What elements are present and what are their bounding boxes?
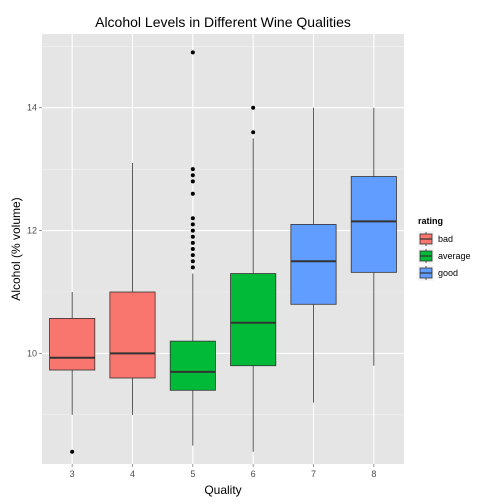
outlier-point	[190, 173, 195, 178]
x-axis-title: Quality	[204, 483, 241, 497]
legend-title: rating	[418, 216, 443, 226]
outlier-point	[190, 191, 195, 196]
outlier-point	[190, 179, 195, 184]
y-tick-label: 12	[27, 226, 37, 236]
y-axis-title: Alcohol (% volume)	[9, 197, 23, 300]
x-tick-label: 7	[311, 469, 316, 479]
outlier-point	[190, 222, 195, 227]
outlier-point	[251, 130, 256, 135]
y-tick-label: 10	[27, 348, 37, 358]
box-quality-4	[109, 163, 156, 415]
box-quality-8	[350, 107, 397, 366]
x-tick-label: 8	[371, 469, 376, 479]
legend-item-average: average	[417, 247, 471, 265]
x-tick-label: 4	[130, 469, 135, 479]
outlier-point	[70, 449, 75, 454]
outlier-point	[190, 253, 195, 258]
outlier-point	[190, 216, 195, 221]
y-axis-ticks: 10 12 14	[27, 103, 42, 358]
outlier-point	[190, 167, 195, 172]
box-quality-3	[49, 292, 96, 454]
box-body	[169, 340, 216, 391]
outlier-point	[190, 234, 195, 239]
x-axis-ticks: 3 4 5 6 7 8	[70, 464, 376, 479]
box-body	[109, 291, 156, 379]
box-body	[350, 176, 397, 273]
box-quality-7	[290, 107, 337, 403]
x-tick-label: 3	[70, 469, 75, 479]
outlier-point	[190, 259, 195, 264]
legend-label: average	[438, 251, 471, 261]
outlier-point	[190, 50, 195, 55]
box-quality-5	[169, 50, 216, 446]
outlier-point	[190, 240, 195, 245]
legend-item-good: good	[417, 264, 458, 282]
chart-title: Alcohol Levels in Different Wine Qualiti…	[95, 14, 351, 30]
outlier-point	[251, 105, 256, 110]
outlier-point	[190, 247, 195, 251]
box-body	[49, 318, 96, 371]
legend: rating bad average good	[417, 216, 471, 282]
y-tick-label: 14	[27, 103, 37, 113]
legend-label: good	[438, 268, 458, 278]
box-quality-6	[230, 105, 277, 452]
box-body	[290, 224, 337, 305]
legend-label: bad	[438, 234, 453, 244]
outlier-point	[190, 265, 195, 270]
x-tick-label: 6	[251, 469, 256, 479]
box-series	[49, 50, 397, 454]
plot-panel	[42, 34, 404, 464]
outlier-point	[190, 228, 195, 233]
x-tick-label: 5	[190, 469, 195, 479]
legend-item-bad: bad	[417, 230, 453, 248]
box-body	[230, 273, 277, 367]
